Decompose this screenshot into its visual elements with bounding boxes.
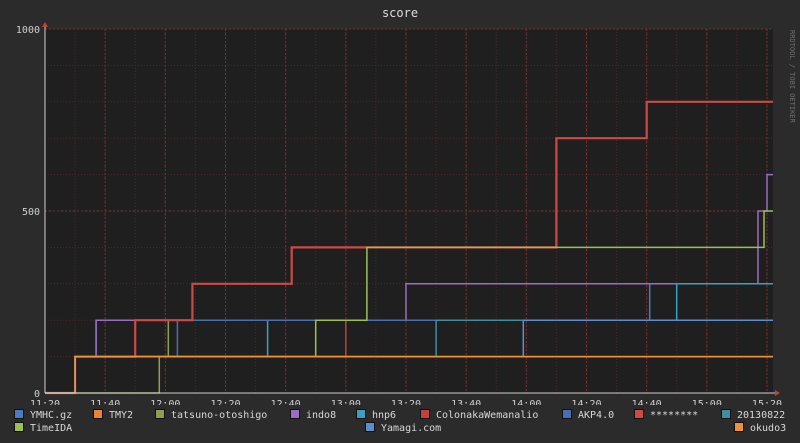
legend-item: TimeIDA: [14, 422, 72, 435]
legend-swatch: [93, 409, 103, 419]
legend-label: ColonakaWemanalio: [436, 410, 539, 421]
legend-swatch: [14, 422, 24, 432]
x-tick-label: 12:00: [150, 399, 180, 405]
legend-label: AKP4.0: [578, 410, 615, 421]
legend: YMHC.gz TMY2 tatsuno-otoshigo indo8 hnp6 Colo…: [0, 405, 800, 443]
legend-item: ********: [634, 409, 698, 422]
legend-label: TMY2: [109, 410, 134, 421]
legend-item: AKP4.0: [562, 409, 614, 422]
x-tick-label: 15:20: [752, 399, 782, 405]
x-tick-label: 14:20: [571, 399, 601, 405]
legend-item: hnp6: [356, 409, 396, 422]
x-tick-label: 13:00: [331, 399, 361, 405]
legend-label: ********: [650, 410, 699, 421]
x-tick-label: 13:20: [391, 399, 421, 405]
axes: [42, 22, 780, 396]
x-tick-label: 12:20: [210, 399, 240, 405]
x-tick-label: 14:40: [632, 399, 662, 405]
x-tick-label: 14:00: [511, 399, 541, 405]
legend-label: Yamagi.com: [381, 423, 442, 434]
legend-label: tatsuno-otoshigo: [171, 410, 268, 421]
legend-item: indo8: [290, 409, 336, 422]
legend-swatch: [734, 422, 744, 432]
legend-swatch: [721, 409, 731, 419]
y-tick-label: 500: [22, 207, 40, 218]
grid: [44, 28, 773, 394]
legend-label: hnp6: [372, 410, 397, 421]
legend-item: tatsuno-otoshigo: [155, 409, 267, 422]
legend-swatch: [562, 409, 572, 419]
x-tick-label: 15:00: [692, 399, 722, 405]
x-tick-label: 13:40: [451, 399, 481, 405]
legend-item: YMHC.gz: [14, 409, 72, 422]
legend-item: okudo3: [734, 422, 786, 435]
x-tick-label: 12:40: [271, 399, 301, 405]
legend-item: Yamagi.com: [365, 422, 441, 435]
legend-label: indo8: [306, 410, 337, 421]
x-tick-label: 11:40: [90, 399, 120, 405]
legend-swatch: [365, 422, 375, 432]
tick-labels: 0 500 1000 11:20 11:40 12:00 12:20 12:40 13:00 13…: [16, 25, 782, 405]
legend-swatch: [155, 409, 165, 419]
legend-swatch: [420, 409, 430, 419]
legend-label: okudo3: [750, 423, 787, 434]
x-axis-arrow: [775, 390, 780, 396]
legend-label: TimeIDA: [30, 423, 73, 434]
legend-item: 20130822: [721, 409, 785, 422]
x-tick-label: 11:20: [30, 399, 60, 405]
y-tick-label: 1000: [16, 25, 40, 36]
legend-swatch: [14, 409, 24, 419]
legend-item: TMY2: [93, 409, 133, 422]
chart-title: score: [382, 6, 418, 20]
legend-label: 20130822: [737, 410, 786, 421]
legend-item: ColonakaWemanalio: [420, 409, 538, 422]
legend-swatch: [356, 409, 366, 419]
legend-label: YMHC.gz: [30, 410, 73, 421]
legend-swatch: [634, 409, 644, 419]
y-axis-arrow: [42, 22, 48, 27]
rrdtool-watermark: RRDTOOL / TOBI OETIKER: [788, 30, 796, 124]
y-tick-label: 0: [34, 389, 40, 400]
legend-swatch: [290, 409, 300, 419]
score-chart: score RRDTOOL / TOBI OETIKER 0 500 1000 11:…: [15, 6, 796, 405]
